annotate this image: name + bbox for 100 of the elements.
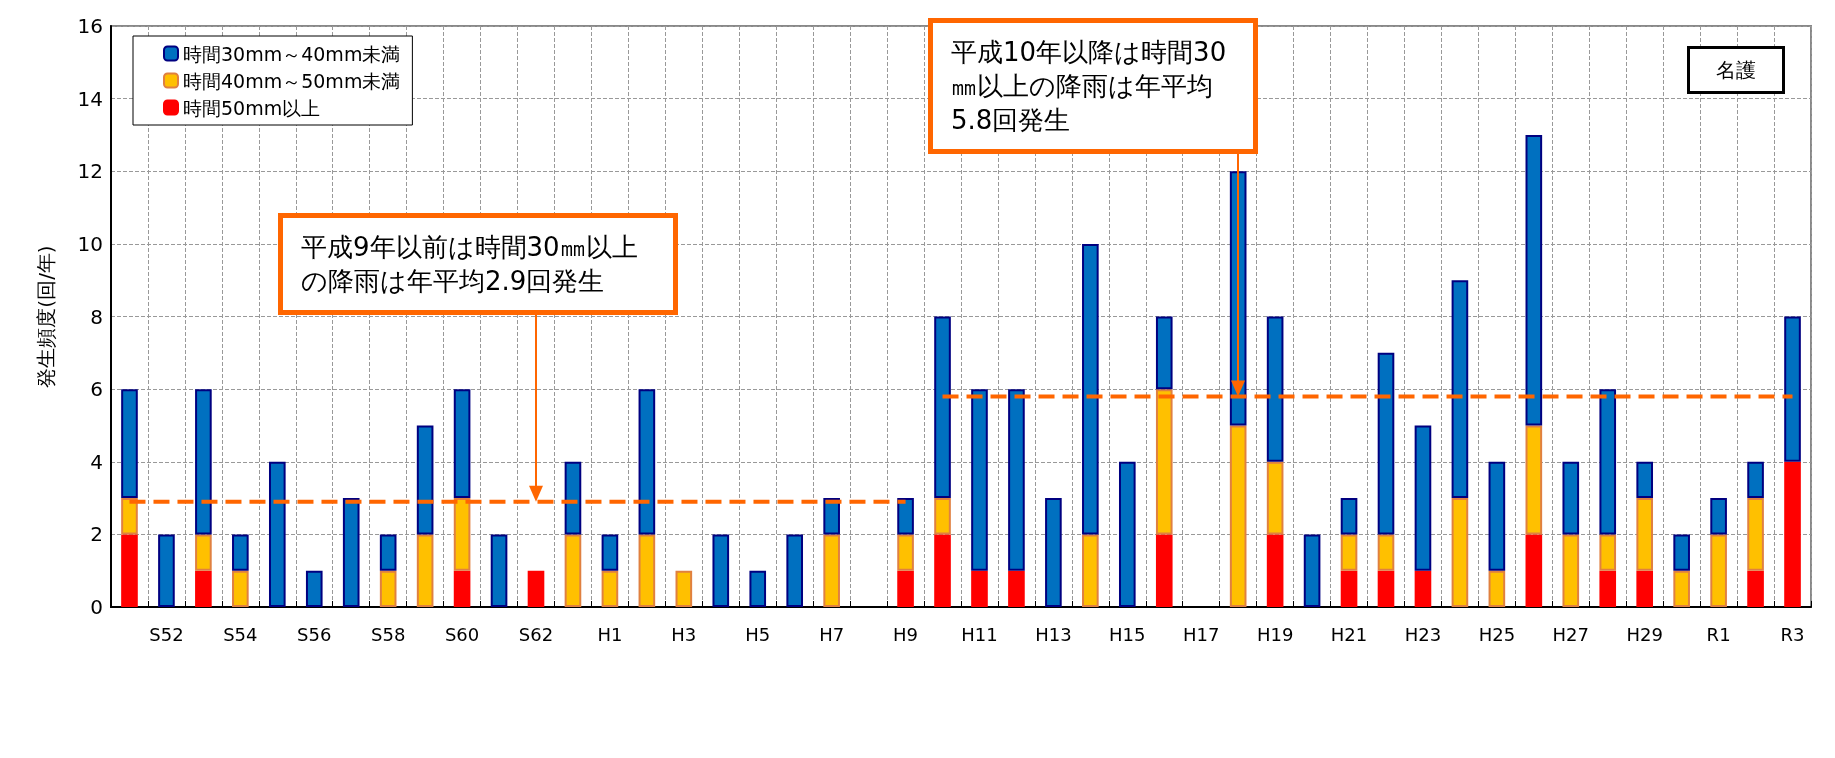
bar: [1303, 534, 1321, 607]
x-tick-label: H15: [1109, 623, 1146, 645]
bar: [897, 498, 914, 535]
y-tick-label: 8: [90, 304, 103, 329]
y-tick-label: 10: [77, 231, 103, 256]
bar: [268, 461, 286, 607]
bar: [121, 498, 138, 535]
x-tick-label: H21: [1330, 623, 1368, 645]
legend-label: 時間30mm～40mm未満: [183, 42, 401, 65]
bar: [601, 534, 619, 571]
x-tick-label: H19: [1256, 623, 1294, 645]
x-tick-label: S54: [223, 623, 258, 645]
bar: [1747, 498, 1764, 571]
bar: [1636, 570, 1654, 607]
bar: [1562, 461, 1580, 535]
x-tick-label: S56: [297, 623, 332, 645]
bar: [749, 570, 767, 607]
bar: [158, 534, 175, 607]
bar: [897, 570, 914, 607]
bar: [527, 570, 545, 607]
bar: [1599, 570, 1617, 607]
y-tick-label: 14: [77, 86, 103, 111]
y-tick-label: 0: [90, 595, 103, 619]
bar: [1488, 461, 1506, 571]
bar: [1525, 134, 1543, 426]
bar: [1082, 534, 1099, 607]
bar: [416, 534, 434, 607]
bar: [934, 498, 951, 535]
bar: [1266, 316, 1284, 462]
bar: [786, 534, 804, 607]
legend-label: 時間40mm～50mm未満: [183, 69, 401, 92]
bar: [601, 570, 619, 607]
bar: [121, 534, 138, 607]
bar: [453, 570, 471, 607]
x-tick-label: H17: [1182, 623, 1220, 645]
bar: [1008, 389, 1025, 571]
bar: [1377, 352, 1395, 535]
bar: [379, 534, 397, 571]
bar: [1229, 425, 1247, 607]
bar: [1710, 534, 1727, 607]
bar: [1414, 570, 1432, 607]
bar: [1451, 498, 1469, 607]
bar: [1525, 534, 1543, 607]
bar: [1784, 316, 1801, 462]
bar: [897, 534, 914, 571]
bar: [1155, 316, 1173, 390]
bar: [934, 534, 951, 607]
bar: [564, 461, 582, 535]
x-tick-label: H29: [1626, 623, 1663, 645]
bar: [1155, 389, 1173, 535]
bar: [121, 389, 138, 499]
x-tick-label: H3: [671, 623, 697, 645]
bar: [1045, 498, 1062, 607]
bar: [490, 534, 508, 607]
bar: [195, 534, 212, 571]
x-tick-label: S60: [444, 623, 480, 645]
bar: [1414, 425, 1432, 571]
bar: [971, 570, 988, 607]
bar: [934, 316, 951, 499]
x-tick-label: H27: [1552, 623, 1590, 645]
bar: [1266, 461, 1284, 535]
bar: [195, 570, 212, 607]
bar: [675, 570, 693, 607]
bar: [1082, 243, 1099, 535]
bar: [305, 570, 323, 607]
bar: [1525, 425, 1543, 535]
legend-label: 時間50mm以上: [183, 96, 321, 119]
bar: [564, 534, 582, 607]
x-tick-label: R1: [1706, 623, 1731, 645]
bar: [1155, 534, 1173, 607]
bar: [1488, 570, 1506, 607]
x-tick-label: H5: [745, 623, 771, 645]
bar: [232, 534, 249, 571]
bar: [1784, 461, 1801, 607]
bar: [638, 389, 656, 535]
x-tick-label: S52: [149, 623, 184, 645]
bar: [1636, 461, 1654, 499]
x-tick-label: H23: [1404, 623, 1442, 645]
bar: [1377, 570, 1395, 607]
bar: [1451, 280, 1469, 499]
bar: [1340, 534, 1358, 571]
bar: [232, 570, 249, 607]
bar: [1599, 389, 1617, 535]
bar: [1340, 570, 1358, 607]
bar: [1008, 570, 1025, 607]
bar: [971, 389, 988, 571]
y-tick-label: 12: [77, 159, 103, 184]
bar: [1118, 461, 1136, 607]
bar: [1747, 461, 1764, 499]
bar: [1340, 498, 1358, 535]
x-tick-label: R3: [1780, 623, 1805, 645]
bar: [1636, 498, 1654, 571]
bar: [1599, 534, 1617, 571]
annotation: 平成10年以降は時間30㎜以上の降雨は年平均5.8回発生: [928, 18, 1258, 154]
bar: [712, 534, 730, 607]
bar: [453, 389, 471, 499]
bar: [342, 498, 360, 607]
bar: [1673, 570, 1690, 607]
bar: [1562, 534, 1580, 607]
y-tick-label: 4: [90, 449, 103, 474]
